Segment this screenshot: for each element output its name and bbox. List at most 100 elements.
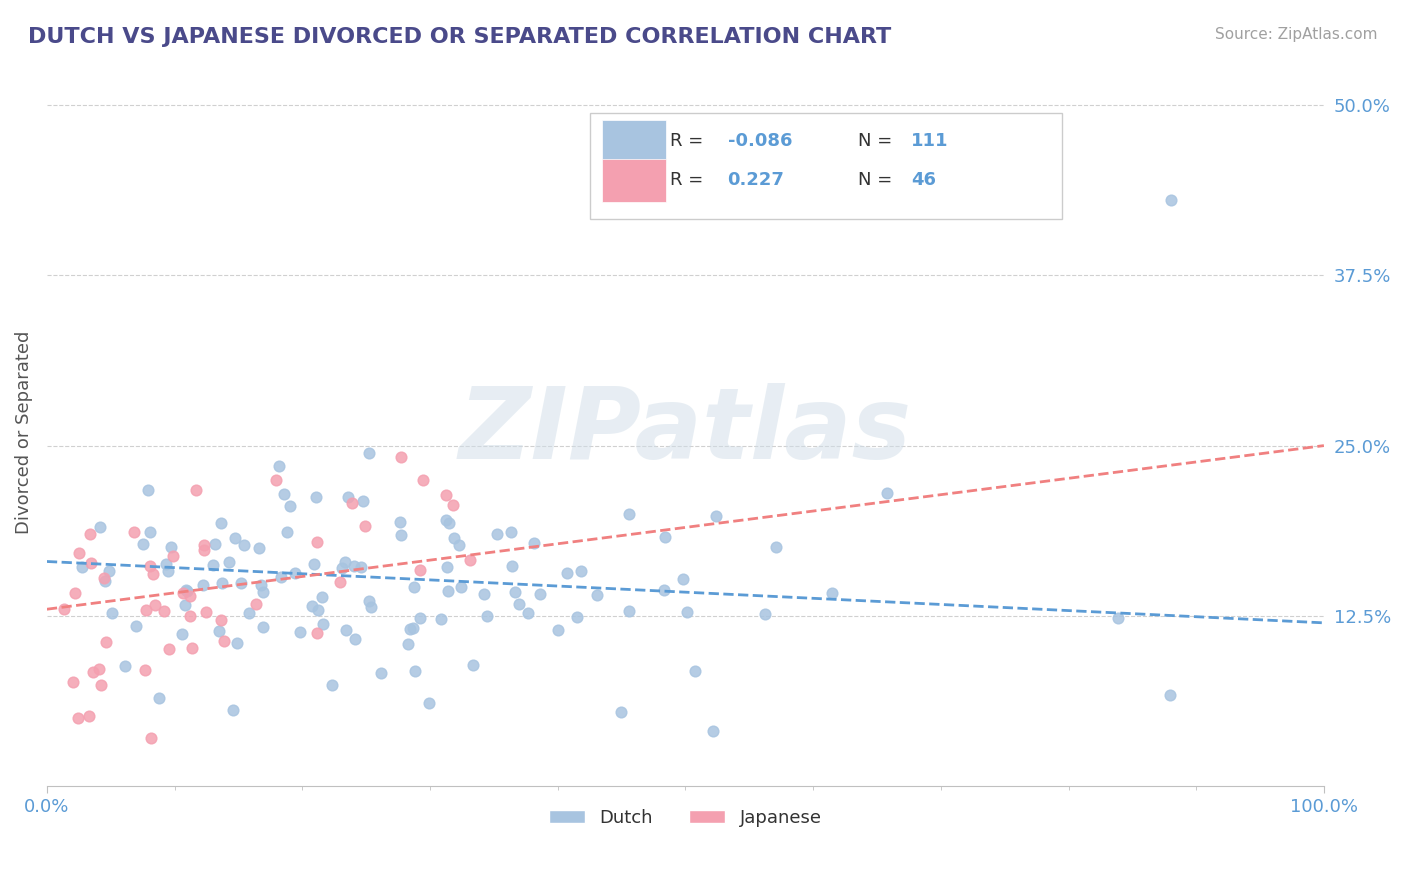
Point bbox=[174, 582, 197, 597]
Text: 0.227: 0.227 bbox=[727, 171, 785, 189]
Point bbox=[398, 622, 420, 636]
Point bbox=[704, 509, 727, 524]
Point bbox=[683, 664, 706, 678]
Point bbox=[529, 587, 551, 601]
Point bbox=[139, 525, 162, 540]
Point bbox=[472, 587, 495, 601]
Point bbox=[357, 593, 380, 607]
Point bbox=[229, 575, 252, 590]
Point bbox=[288, 625, 311, 640]
Point bbox=[312, 617, 335, 632]
Point bbox=[585, 588, 607, 602]
Text: R =: R = bbox=[671, 132, 709, 150]
Point bbox=[485, 527, 508, 541]
Point bbox=[139, 731, 162, 745]
Point bbox=[354, 519, 377, 533]
Point bbox=[335, 624, 357, 638]
Point bbox=[134, 663, 156, 677]
Point bbox=[396, 637, 419, 651]
Point bbox=[264, 473, 287, 487]
Point bbox=[619, 604, 641, 618]
Point bbox=[77, 708, 100, 723]
Point bbox=[305, 534, 328, 549]
Point bbox=[340, 496, 363, 510]
Point bbox=[160, 540, 183, 554]
Point bbox=[172, 585, 194, 599]
Point bbox=[193, 543, 215, 558]
Point bbox=[754, 607, 776, 622]
Point bbox=[181, 640, 204, 655]
Point bbox=[273, 487, 295, 501]
Point bbox=[132, 537, 155, 551]
Point bbox=[676, 605, 699, 619]
Text: ZIPatlas: ZIPatlas bbox=[458, 384, 912, 481]
Point bbox=[307, 625, 329, 640]
Point bbox=[136, 483, 159, 497]
Point bbox=[305, 490, 328, 504]
Text: N =: N = bbox=[858, 132, 898, 150]
Point bbox=[441, 499, 464, 513]
Point bbox=[267, 459, 290, 474]
Point bbox=[138, 559, 160, 574]
Point bbox=[458, 553, 481, 567]
Point bbox=[204, 537, 226, 551]
Point bbox=[89, 520, 111, 534]
Point bbox=[311, 590, 333, 604]
Point bbox=[135, 603, 157, 617]
Point bbox=[211, 575, 233, 590]
Point bbox=[90, 678, 112, 692]
Point bbox=[174, 598, 197, 612]
Point bbox=[191, 578, 214, 592]
Point bbox=[330, 560, 353, 574]
Point bbox=[96, 635, 118, 649]
Point bbox=[148, 690, 170, 705]
Point bbox=[156, 564, 179, 578]
Text: Source: ZipAtlas.com: Source: ZipAtlas.com bbox=[1215, 27, 1378, 42]
Point bbox=[389, 515, 412, 529]
Point bbox=[87, 662, 110, 676]
Point bbox=[276, 525, 298, 540]
Point bbox=[153, 604, 176, 618]
Point bbox=[357, 445, 380, 459]
Point bbox=[159, 641, 181, 656]
Point bbox=[503, 585, 526, 599]
Point bbox=[343, 559, 366, 574]
Legend: Dutch, Japanese: Dutch, Japanese bbox=[541, 802, 830, 834]
Point bbox=[226, 636, 249, 650]
Point bbox=[184, 483, 207, 497]
Point bbox=[278, 499, 301, 513]
Point bbox=[247, 541, 270, 556]
Point bbox=[209, 516, 232, 530]
Point bbox=[402, 580, 425, 594]
Point bbox=[222, 703, 245, 717]
Point bbox=[252, 585, 274, 599]
FancyBboxPatch shape bbox=[589, 113, 1062, 219]
Point bbox=[418, 696, 440, 710]
Text: DUTCH VS JAPANESE DIVORCED OR SEPARATED CORRELATION CHART: DUTCH VS JAPANESE DIVORCED OR SEPARATED … bbox=[28, 27, 891, 46]
Point bbox=[155, 557, 177, 571]
Text: -0.086: -0.086 bbox=[727, 132, 792, 150]
Point bbox=[654, 530, 676, 544]
Point bbox=[434, 513, 457, 527]
Point bbox=[409, 611, 432, 625]
Point bbox=[209, 613, 232, 627]
Point bbox=[98, 564, 121, 578]
Text: 46: 46 bbox=[911, 171, 936, 189]
Point bbox=[672, 572, 695, 586]
Text: N =: N = bbox=[858, 171, 898, 189]
Point bbox=[162, 549, 184, 563]
Point bbox=[352, 493, 374, 508]
Point bbox=[143, 598, 166, 612]
Y-axis label: Divorced or Separated: Divorced or Separated bbox=[15, 330, 32, 533]
Point bbox=[343, 632, 366, 647]
Point bbox=[569, 565, 592, 579]
Point bbox=[501, 525, 523, 540]
Point bbox=[437, 584, 460, 599]
Point bbox=[412, 473, 434, 487]
Point bbox=[702, 723, 724, 738]
Point bbox=[389, 528, 412, 542]
Point bbox=[53, 601, 76, 615]
Point bbox=[547, 624, 569, 638]
Point bbox=[329, 574, 352, 589]
Point bbox=[67, 546, 90, 560]
